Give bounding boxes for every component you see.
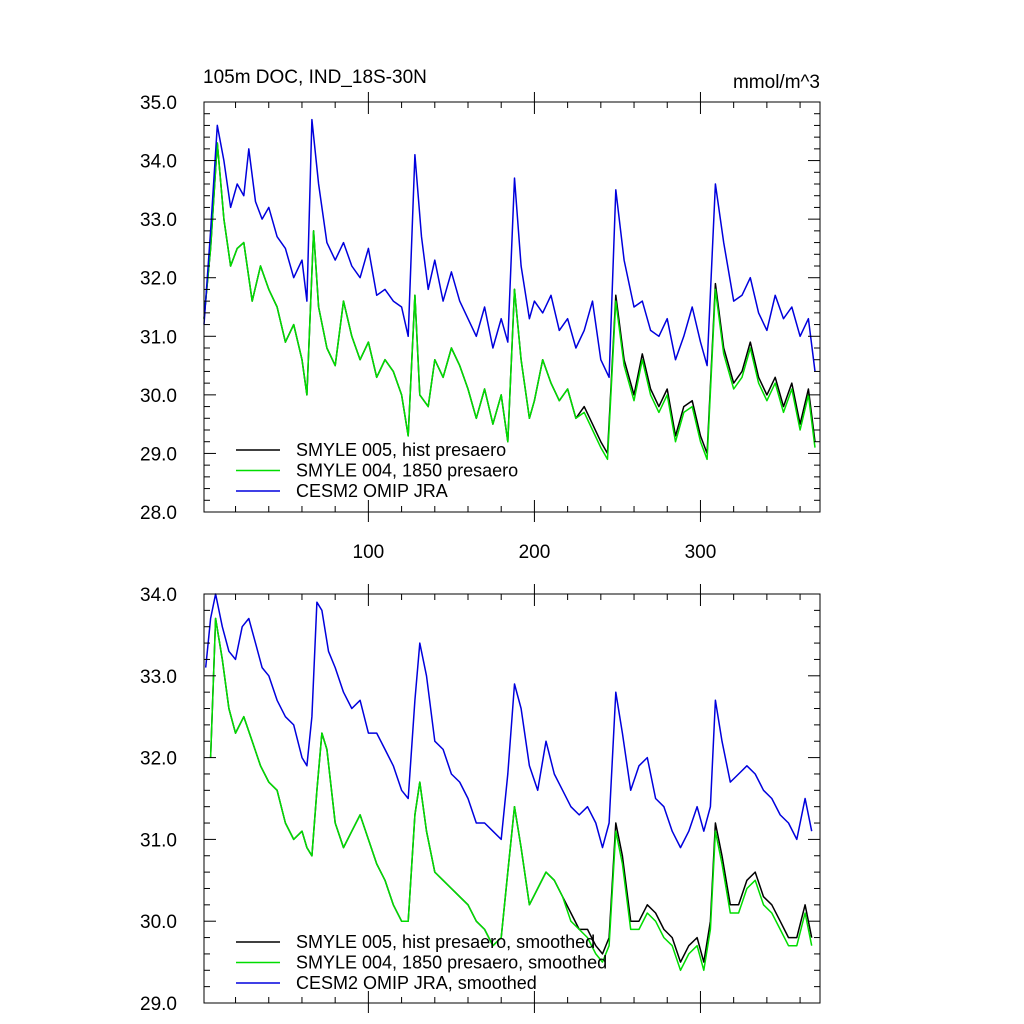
y-tick-label: 34.0 xyxy=(140,585,177,606)
x-tick-label: 300 xyxy=(685,542,717,563)
y-tick-label: 35.0 xyxy=(140,93,177,114)
plot-frame xyxy=(203,101,821,513)
y-tick-label: 34.0 xyxy=(140,152,177,173)
series-line-2 xyxy=(203,142,816,461)
series-line-3 xyxy=(204,593,813,849)
y-tick-label: 33.0 xyxy=(140,210,177,231)
y-tick-label: 30.0 xyxy=(140,386,177,407)
legend-label-1: SMYLE 005, hist presaero xyxy=(296,440,506,460)
series-line-1 xyxy=(209,617,813,963)
x-tick-label: 100 xyxy=(353,542,385,563)
legend-label-1: SMYLE 005, hist presaero, smoothed xyxy=(296,932,595,952)
y-tick-label: 31.0 xyxy=(140,830,177,851)
x-tick-label: 200 xyxy=(519,542,551,563)
legend-label-2: SMYLE 004, 1850 presaero xyxy=(296,461,518,481)
units-label: mmol/m^3 xyxy=(733,72,820,93)
legend-label-2: SMYLE 004, 1850 presaero, smoothed xyxy=(296,953,607,973)
y-tick-label: 32.0 xyxy=(140,749,177,770)
plot-frame xyxy=(203,593,821,1004)
y-tick-label: 29.0 xyxy=(140,994,177,1015)
series-line-3 xyxy=(203,118,816,379)
legend-label-3: CESM2 OMIP JRA xyxy=(296,481,448,501)
panel-top: 28.0 29.0 30.0 31.0 32.0 33.0 34.0 35.0 100 200 30… xyxy=(140,92,821,563)
chart-title: 105m DOC, IND_18S-30N xyxy=(203,67,427,88)
series-line-2 xyxy=(209,617,813,972)
y-tick-label: 30.0 xyxy=(140,912,177,933)
y-tick-label: 29.0 xyxy=(140,444,177,465)
panel-bottom: 29.0 30.0 31.0 32.0 33.0 34.0 SMYLE 005, hist … xyxy=(140,584,821,1015)
legend-label-3: CESM2 OMIP JRA, smoothed xyxy=(296,973,537,993)
y-tick-label: 31.0 xyxy=(140,327,177,348)
y-tick-label: 32.0 xyxy=(140,269,177,290)
y-tick-label: 28.0 xyxy=(140,503,177,524)
y-tick-label: 33.0 xyxy=(140,667,177,688)
